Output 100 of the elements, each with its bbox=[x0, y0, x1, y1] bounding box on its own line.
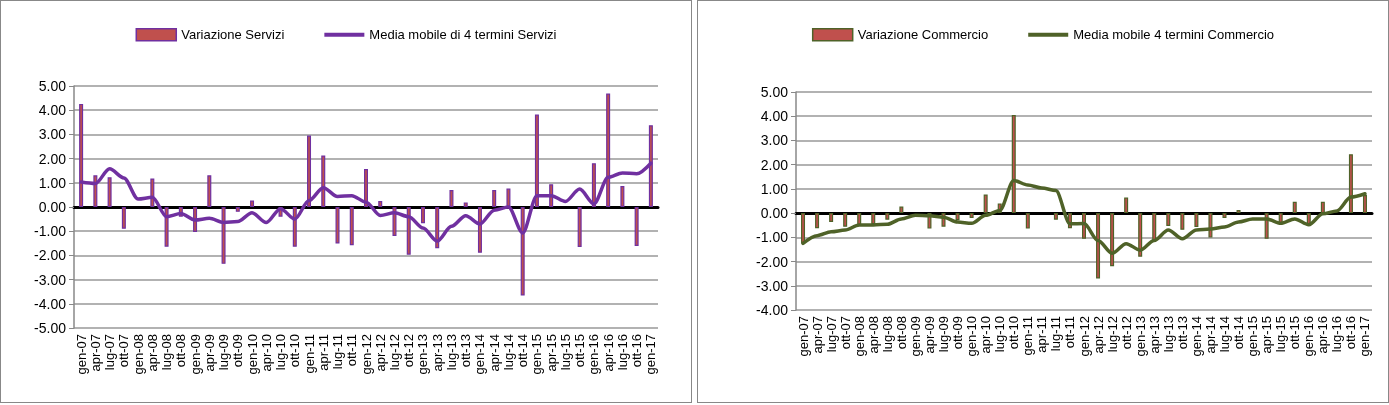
x-tick-label: ott-07 bbox=[116, 334, 132, 368]
x-tick-label: lug-08 bbox=[159, 334, 175, 371]
x-tick-label: ott-15 bbox=[1287, 316, 1303, 350]
x-tick-label: gen-16 bbox=[1301, 316, 1317, 357]
bar bbox=[1320, 201, 1325, 214]
y-tick-label: -4.00 bbox=[756, 302, 789, 318]
bar bbox=[207, 175, 212, 207]
x-tick-label: lug-11 bbox=[1048, 316, 1064, 352]
x-tick-label: apr-13 bbox=[429, 334, 445, 372]
legend-label: Media mobile di 4 termini Servizi bbox=[369, 27, 557, 43]
bar bbox=[506, 188, 511, 207]
x-tick-label: gen-10 bbox=[244, 334, 260, 375]
x-tick-label: apr-16 bbox=[600, 334, 616, 372]
y-tick-label: 0.00 bbox=[760, 205, 789, 222]
bar bbox=[955, 213, 960, 221]
x-tick-label: gen-13 bbox=[415, 334, 431, 375]
bar bbox=[235, 207, 240, 212]
bar bbox=[620, 185, 625, 207]
x-tick-label: gen-11 bbox=[301, 334, 317, 374]
bar bbox=[335, 207, 340, 244]
bar bbox=[829, 213, 834, 223]
y-tick-label: 4.00 bbox=[760, 108, 789, 125]
bar bbox=[969, 213, 974, 218]
bar bbox=[378, 200, 383, 207]
y-tick-label: 4.00 bbox=[38, 102, 67, 119]
bar bbox=[1166, 213, 1171, 226]
x-tick-label: lug-11 bbox=[330, 334, 346, 370]
y-tick-label: 3.00 bbox=[760, 132, 789, 149]
x-tick-label: lug-09 bbox=[216, 334, 232, 371]
bar bbox=[983, 194, 988, 214]
y-tick-label: 5.00 bbox=[760, 84, 789, 100]
bar bbox=[1292, 201, 1297, 214]
x-tick-label: gen-08 bbox=[851, 316, 867, 357]
bar bbox=[1222, 213, 1227, 218]
bar bbox=[1180, 213, 1185, 230]
x-tick-label: ott-13 bbox=[458, 334, 474, 368]
x-tick-label: apr-15 bbox=[543, 334, 559, 372]
x-tick-label: gen-16 bbox=[586, 334, 602, 375]
x-tick-label: apr-14 bbox=[486, 334, 502, 372]
x-tick-label: ott-15 bbox=[572, 334, 588, 368]
x-tick-label: ott-16 bbox=[629, 334, 645, 368]
y-tick-label: -1.00 bbox=[756, 229, 789, 246]
x-tick-label: gen-17 bbox=[643, 334, 659, 375]
x-tick-label: lug-15 bbox=[1273, 316, 1289, 353]
y-tick-label: -2.00 bbox=[34, 247, 67, 264]
bar bbox=[463, 202, 468, 207]
bar bbox=[1152, 213, 1157, 241]
bar bbox=[250, 200, 255, 207]
bar bbox=[577, 207, 582, 247]
y-tick-label: -3.00 bbox=[34, 271, 67, 288]
x-tick-label: ott-10 bbox=[1006, 316, 1022, 350]
bar bbox=[1124, 197, 1129, 214]
x-tick-label: gen-14 bbox=[472, 334, 488, 375]
x-tick-label: lug-09 bbox=[936, 316, 952, 353]
bar bbox=[899, 206, 904, 214]
x-tick-label: lug-16 bbox=[1329, 316, 1345, 353]
legend-label: Media mobile 4 termini Commercio bbox=[1073, 27, 1275, 43]
y-tick-label: -4.00 bbox=[34, 295, 67, 312]
bar bbox=[121, 207, 126, 229]
bar bbox=[1053, 213, 1058, 220]
x-tick-label: ott-11 bbox=[344, 334, 360, 367]
x-tick-label: ott-10 bbox=[287, 334, 303, 368]
y-tick-label: 5.00 bbox=[38, 78, 67, 94]
x-tick-label: gen-08 bbox=[130, 334, 146, 375]
x-tick-label: apr-15 bbox=[1259, 316, 1275, 354]
x-tick-label: gen-15 bbox=[1245, 316, 1261, 357]
y-tick-label: 0.00 bbox=[38, 199, 67, 215]
bar bbox=[349, 207, 354, 246]
bar bbox=[634, 207, 639, 246]
x-tick-label: lug-10 bbox=[273, 334, 289, 371]
bar bbox=[107, 177, 112, 207]
x-tick-label: ott-14 bbox=[515, 334, 531, 368]
legend-label: Variazione Commercio bbox=[857, 27, 989, 43]
x-tick-label: gen-15 bbox=[529, 334, 545, 375]
y-tick-label: 3.00 bbox=[38, 126, 67, 143]
x-tick-label: gen-11 bbox=[1020, 316, 1036, 356]
x-tick-label: lug-07 bbox=[102, 334, 118, 371]
y-tick-label: -2.00 bbox=[756, 253, 789, 270]
x-tick-label: gen-07 bbox=[795, 316, 811, 357]
x-tick-label: ott-16 bbox=[1343, 316, 1359, 350]
legend-label: Variazione Servizi bbox=[181, 27, 285, 43]
x-tick-label: gen-17 bbox=[1357, 316, 1373, 357]
x-tick-label: ott-11 bbox=[1062, 316, 1078, 349]
bar bbox=[885, 213, 890, 220]
x-tick-label: gen-07 bbox=[73, 334, 89, 375]
x-tick-label: apr-11 bbox=[1034, 316, 1050, 353]
bar bbox=[1025, 213, 1030, 229]
x-tick-label: ott-09 bbox=[230, 334, 246, 368]
y-tick-label: -1.00 bbox=[34, 223, 67, 240]
x-tick-label: gen-10 bbox=[964, 316, 980, 357]
x-tick-label: gen-12 bbox=[1076, 316, 1092, 357]
bar bbox=[1194, 213, 1199, 227]
x-tick-label: gen-09 bbox=[187, 334, 203, 375]
x-tick-label: ott-09 bbox=[950, 316, 966, 350]
y-tick-label: 1.00 bbox=[760, 180, 789, 197]
bar bbox=[843, 213, 848, 227]
bar bbox=[871, 213, 876, 225]
x-tick-label: ott-14 bbox=[1231, 316, 1247, 350]
bar bbox=[449, 190, 454, 207]
x-tick-label: ott-12 bbox=[401, 334, 417, 368]
